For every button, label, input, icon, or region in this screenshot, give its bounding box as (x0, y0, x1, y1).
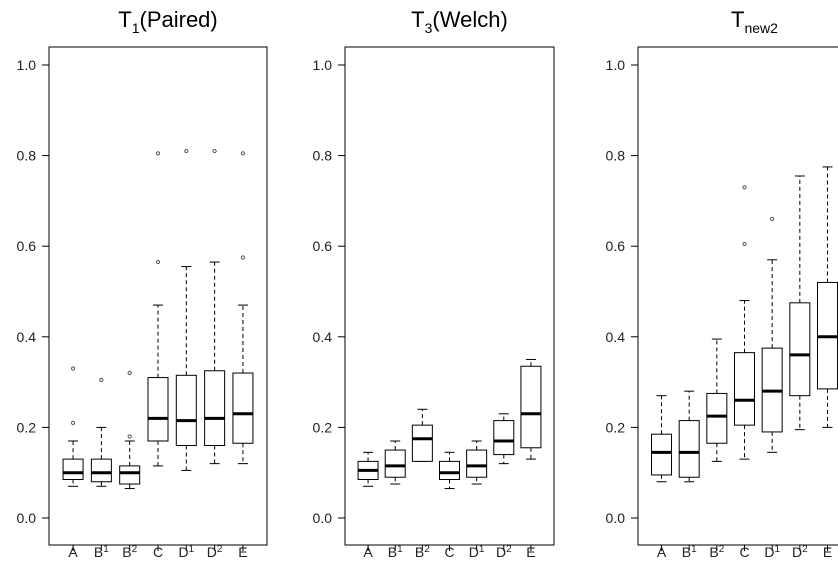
outlier-point (742, 241, 747, 247)
y-tick-label: 1.0 (17, 57, 37, 73)
y-tick-label: 0.8 (313, 148, 333, 164)
outlier-point (155, 151, 161, 156)
x-tick-label: D1 (764, 544, 780, 560)
box-iqr (232, 372, 254, 444)
x-tick-label: B2 (122, 544, 137, 560)
y-tick-label: 0.2 (17, 419, 37, 435)
box-iqr (439, 460, 460, 480)
box-2 (384, 440, 406, 485)
box-iqr (411, 424, 433, 462)
box-5 (466, 440, 488, 485)
box-iqr (119, 465, 141, 485)
x-tick-label: C (739, 544, 749, 560)
x-tick-label: E (238, 544, 247, 560)
outlier-point (240, 255, 246, 260)
outlier-point (155, 259, 161, 265)
box-iqr (147, 377, 169, 442)
box-iqr (734, 352, 755, 426)
box-iqr (204, 370, 226, 447)
x-tick-label: D2 (496, 544, 512, 560)
box-1 (357, 451, 379, 487)
x-tick-label: B2 (709, 544, 724, 560)
outlier-point (127, 434, 132, 439)
x-tick-label: D2 (792, 544, 808, 560)
box-7 (232, 151, 254, 465)
x-tick-label: B1 (682, 544, 697, 560)
box-3 (411, 408, 433, 462)
box-iqr (62, 458, 84, 480)
box-4 (147, 151, 169, 467)
outlier-point (99, 377, 104, 382)
x-tick-label: B1 (94, 544, 109, 560)
box-iqr (466, 449, 488, 478)
x-tick-label: B2 (415, 544, 430, 560)
box-iqr (520, 365, 542, 449)
x-tick-label: A (657, 544, 667, 560)
box-iqr (384, 449, 406, 478)
box-1 (651, 395, 673, 483)
box-iqr (175, 374, 197, 447)
outlier-point (127, 370, 132, 376)
box-6 (204, 148, 226, 465)
box-1 (62, 366, 84, 487)
y-tick-label: 0.6 (17, 238, 37, 254)
y-tick-label: 0.0 (313, 510, 333, 526)
box-7 (816, 166, 838, 428)
panel-1: T1(Paired) 0.0 0.2 0.4 0.6 0.8 1.0 A B1 B2 C D1 D2 E (17, 7, 268, 560)
y-tick-label: 0.6 (606, 238, 626, 254)
box-4 (734, 185, 755, 460)
box-2 (678, 390, 700, 483)
x-tick-label: D1 (178, 544, 194, 560)
outlier-point (70, 420, 76, 425)
x-tick-label: E (823, 544, 832, 560)
box-iqr (789, 302, 811, 397)
y-tick-label: 0.6 (313, 238, 333, 254)
panel-title: T3(Welch) (411, 7, 508, 36)
y-tick-label: 0.0 (606, 510, 626, 526)
y-tick-label: 0.4 (17, 329, 37, 345)
y-tick-label: 1.0 (606, 57, 626, 73)
box-5 (175, 148, 197, 471)
box-5 (761, 216, 783, 453)
box-4 (439, 451, 460, 490)
outlier-point (212, 148, 217, 154)
x-tick-label: D1 (469, 544, 485, 560)
outlier-point (770, 216, 775, 222)
panel-title: T1(Paired) (118, 7, 218, 36)
y-tick-label: 0.2 (313, 419, 333, 435)
box-iqr (706, 392, 728, 444)
y-tick-label: 0.4 (606, 329, 626, 345)
x-tick-label: D2 (207, 544, 223, 560)
y-tick-label: 1.0 (313, 57, 333, 73)
box-2 (90, 377, 112, 487)
outlier-point (742, 185, 747, 190)
outlier-point (240, 151, 246, 156)
panel-2: T3(Welch) 0.0 0.2 0.4 0.6 0.8 1.0 A B1 B2 C D1 D2 E (313, 7, 555, 560)
x-tick-label: C (444, 544, 454, 560)
box-iqr (651, 433, 673, 476)
y-tick-label: 0.0 (17, 510, 37, 526)
outlier-point (70, 366, 76, 371)
x-tick-label: C (153, 544, 163, 560)
panel-3: Tnew2 0.0 0.2 0.4 0.6 0.8 1.0 A B1 B2 C D1 D2 E (606, 7, 838, 560)
y-tick-label: 0.4 (313, 329, 333, 345)
outlier-point (184, 148, 189, 154)
x-tick-label: E (526, 544, 535, 560)
box-6 (789, 175, 811, 431)
x-tick-label: A (68, 544, 78, 560)
x-tick-label: A (363, 544, 373, 560)
box-iqr (678, 420, 700, 478)
box-3 (119, 370, 141, 490)
y-tick-label: 0.2 (606, 419, 626, 435)
box-3 (706, 338, 728, 462)
y-tick-label: 0.8 (606, 148, 626, 164)
x-tick-label: B1 (388, 544, 403, 560)
box-iqr (90, 458, 112, 483)
panel-title: Tnew2 (731, 7, 778, 36)
box-6 (493, 413, 515, 465)
box-iqr (493, 420, 515, 456)
box-7 (520, 358, 542, 460)
y-tick-label: 0.8 (17, 148, 37, 164)
